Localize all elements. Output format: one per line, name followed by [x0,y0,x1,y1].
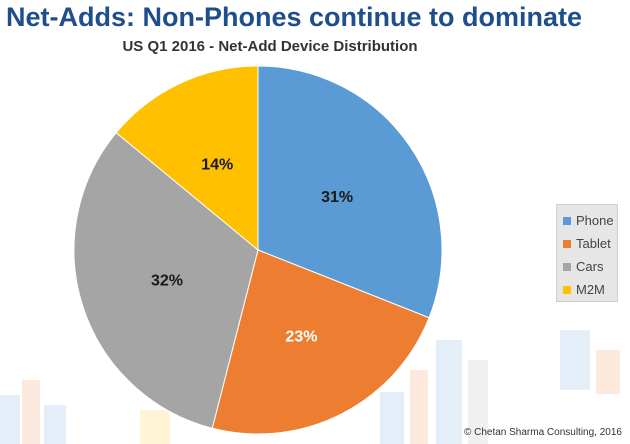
legend-label: M2M [576,282,605,297]
data-label-cars: 32% [151,273,183,290]
data-label-phone: 31% [321,189,353,206]
pie-slice-tablet [211,249,430,435]
legend-swatch [563,216,571,225]
legend: Phone Tablet Cars M2M [556,204,618,302]
legend-swatch [563,285,571,294]
data-label-m2m: 14% [201,156,233,173]
pie-slice-phone [257,65,443,319]
copyright-notice: © Chetan Sharma Consulting, 2016 [463,427,622,438]
headline: Net-Adds: Non-Phones continue to dominat… [6,2,582,32]
legend-label: Cars [576,259,604,274]
legend-item-tablet: Tablet [563,232,617,255]
pie-slice-m2m [115,65,259,252]
legend-label: Phone [576,213,614,228]
legend-item-cars: Cars [563,255,617,278]
pie-slice-cars [73,132,259,429]
legend-swatch [563,262,571,271]
chart-subtitle: US Q1 2016 - Net-Add Device Distribution [122,38,418,55]
data-label-tablet: 23% [285,328,317,345]
legend-item-phone: Phone [563,209,617,232]
legend-item-m2m: M2M [563,278,617,301]
legend-label: Tablet [576,236,611,251]
legend-swatch [563,239,571,248]
